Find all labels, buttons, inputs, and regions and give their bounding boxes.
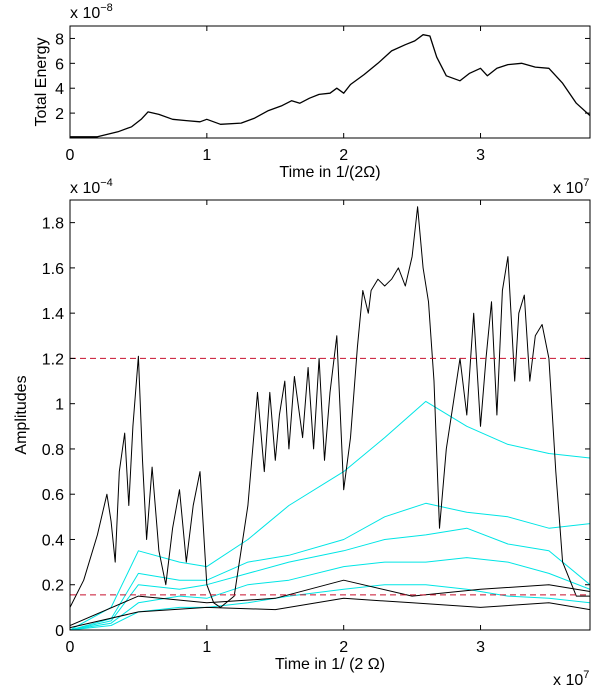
energy-y-exponent-power: −8 <box>100 2 113 14</box>
amplitude-panel: 0 1 2 3 0 0.2 0.4 0.6 0.8 1 1.2 1.4 1.6 1.8 x 10−4 Ti… <box>13 177 591 689</box>
energy-ticks: 0 1 2 3 2 4 6 8 <box>55 26 590 164</box>
amplitude-x-exponent-label: x 107 <box>553 669 589 689</box>
amplitude-series-line-1 <box>70 579 590 626</box>
energy-axes-box <box>69 25 591 139</box>
energy-x-tick-label-1: 1 <box>202 147 211 164</box>
amplitude-series-line-6 <box>70 557 590 630</box>
amplitude-x-tick-label-1: 1 <box>202 639 211 656</box>
amplitude-ticks: 0 1 2 3 0 0.2 0.4 0.6 0.8 1 1.2 1.4 1.6 1.8 <box>42 200 590 656</box>
amplitude-y-tick-label-5: 1 <box>55 397 64 414</box>
amplitude-y-tick-label-9: 1.8 <box>42 216 64 233</box>
amplitude-y-exponent-power: −4 <box>100 177 113 189</box>
energy-y-tick-label-0: 2 <box>55 106 64 123</box>
energy-x-tick-label-0: 0 <box>66 147 75 164</box>
amplitude-plot-area <box>70 206 590 630</box>
energy-y-tick-label-2: 6 <box>55 56 64 73</box>
energy-x-axis-label: Time in 1/(2Ω) <box>279 164 380 181</box>
amplitude-series-line-4 <box>70 502 590 630</box>
energy-x-tick-label-2: 2 <box>339 147 348 164</box>
amplitude-y-tick-label-6: 1.2 <box>42 351 64 368</box>
amplitude-y-tick-label-0: 0 <box>55 623 64 640</box>
amplitude-y-tick-label-8: 1.6 <box>42 261 64 278</box>
amplitude-x-axis-label: Time in 1/ (2 Ω) <box>275 656 385 673</box>
amplitude-y-exponent-label: x 10−4 <box>70 177 113 197</box>
amplitude-axes-box <box>69 199 591 631</box>
energy-y-tick-label-1: 4 <box>55 81 64 98</box>
energy-x-exponent-label: x 107 <box>553 177 589 197</box>
amplitude-series-line-3 <box>70 400 590 630</box>
amplitude-series-line-0 <box>70 206 590 608</box>
energy-panel: 0 1 2 3 2 4 6 8 x 10−8 Time in 1/(2Ω) x 107 Tot… <box>33 2 591 197</box>
amplitude-y-tick-label-7: 1.4 <box>42 306 64 323</box>
amplitude-y-tick-label-3: 0.6 <box>42 487 64 504</box>
energy-y-exponent-label: x 10−8 <box>70 2 113 22</box>
amplitude-y-axis-label: Amplitudes <box>13 375 30 454</box>
amplitude-y-tick-label-4: 0.8 <box>42 442 64 459</box>
amplitude-x-tick-label-2: 2 <box>339 639 348 656</box>
amplitude-y-tick-label-2: 0.4 <box>42 532 64 549</box>
energy-x-tick-label-3: 3 <box>476 147 485 164</box>
amplitude-series-line-5 <box>70 527 590 630</box>
amplitude-x-tick-label-3: 3 <box>476 639 485 656</box>
amplitude-x-exponent-power: 7 <box>583 669 589 681</box>
energy-y-axis-label: Total Energy <box>33 38 50 127</box>
amplitude-series-line-2 <box>70 597 590 629</box>
energy-plot-area <box>70 34 590 138</box>
energy-series-line-0 <box>70 34 590 138</box>
amplitude-y-tick-label-1: 0.2 <box>42 578 64 595</box>
amplitude-x-tick-label-0: 0 <box>66 639 75 656</box>
energy-y-tick-label-3: 8 <box>55 31 64 48</box>
energy-x-exponent-power: 7 <box>583 177 589 189</box>
